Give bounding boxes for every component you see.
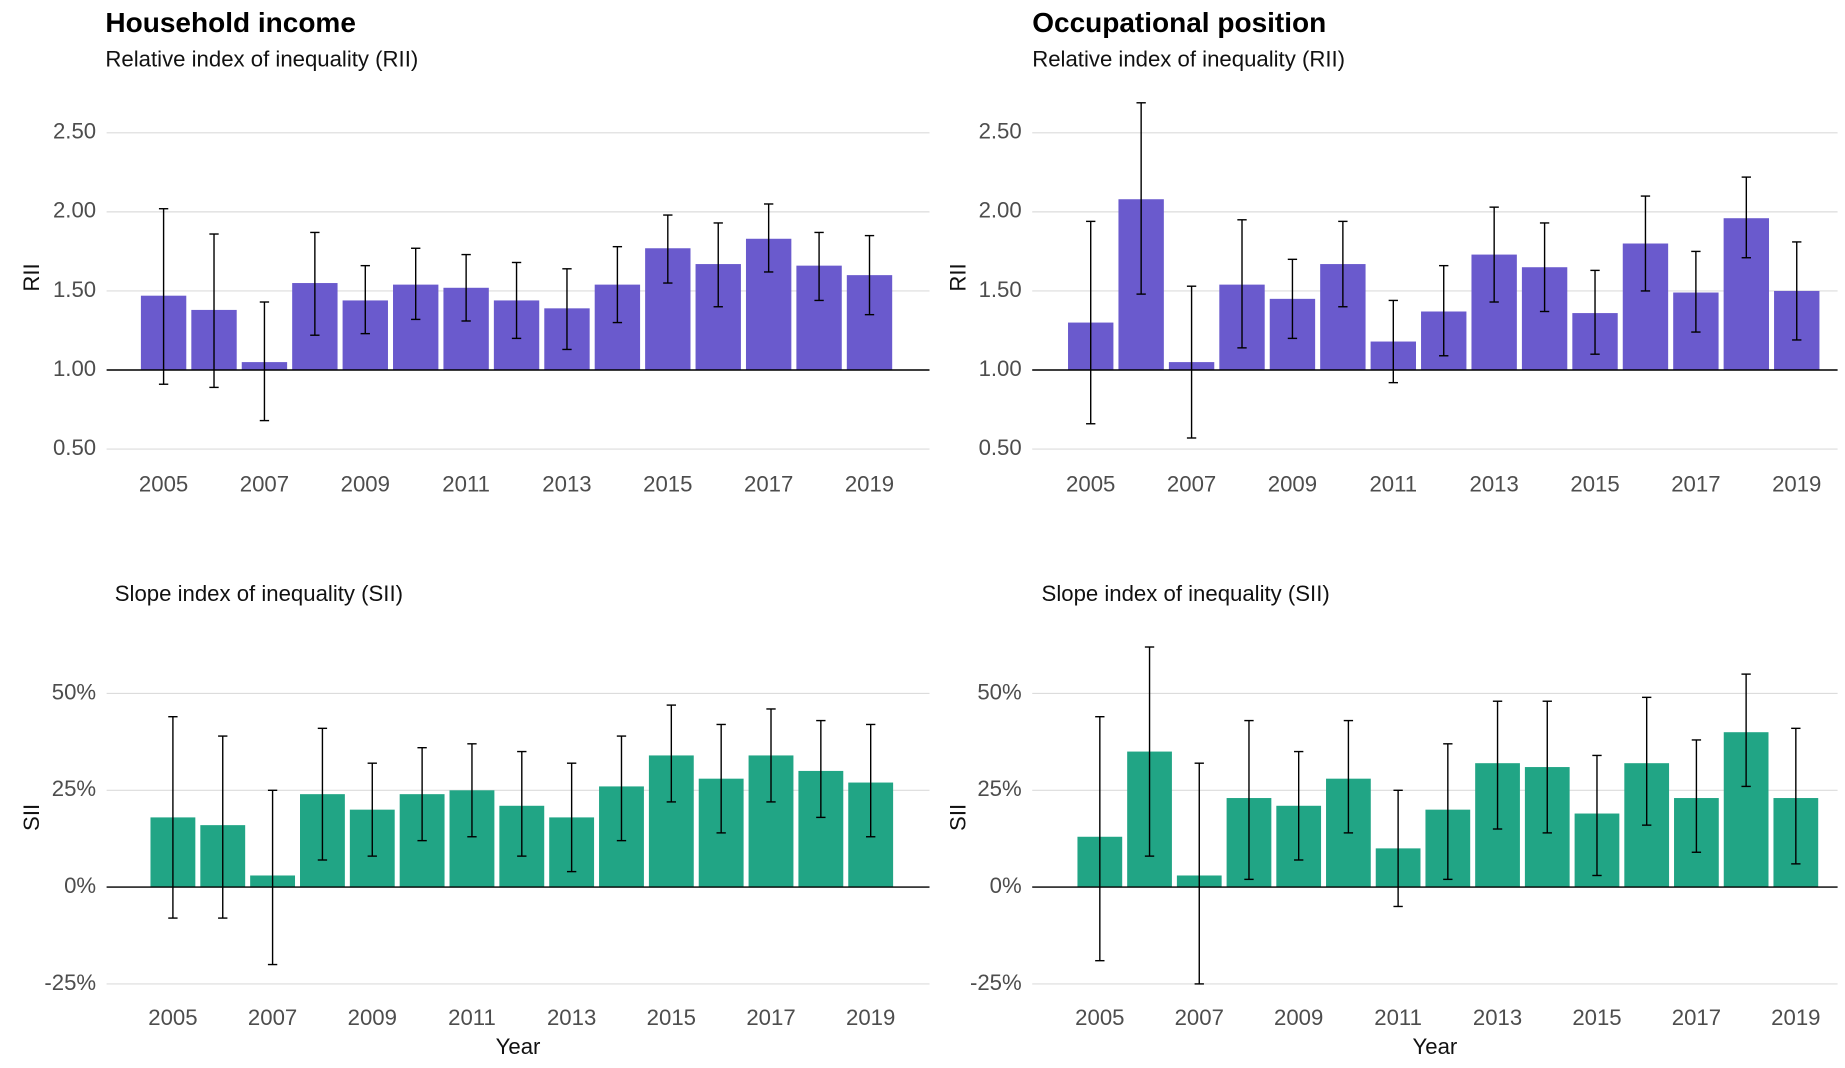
chart-subtitle: Slope index of inequality (SII) <box>1042 581 1330 606</box>
chart-title: Occupational position <box>1032 7 1326 38</box>
y-tick-label: 2.00 <box>979 198 1022 223</box>
x-tick-label: 2019 <box>846 1005 895 1030</box>
x-tick-label: 2009 <box>1274 1005 1323 1030</box>
x-tick-label: 2013 <box>1473 1005 1522 1030</box>
y-tick-label: -25% <box>970 970 1022 995</box>
y-axis-label: SII <box>19 804 44 831</box>
x-tick-label: 2017 <box>744 471 793 496</box>
y-tick-label: 1.50 <box>979 277 1022 302</box>
x-tick-label: 2011 <box>1369 471 1417 496</box>
y-axis-label: SII <box>946 804 971 831</box>
y-axis-label: RII <box>946 263 971 291</box>
y-tick-label: 2.50 <box>53 119 96 144</box>
x-tick-label: 2019 <box>1772 471 1821 496</box>
x-axis-label: Year <box>496 1034 541 1059</box>
x-tick-label: 2015 <box>643 471 692 496</box>
x-tick-label: 2017 <box>1671 471 1720 496</box>
y-tick-label: 1.50 <box>53 277 96 302</box>
x-tick-label: 2015 <box>1570 471 1619 496</box>
x-tick-label: 2019 <box>1771 1005 1820 1030</box>
y-tick-label: -25% <box>44 970 96 995</box>
x-tick-label: 2019 <box>845 471 894 496</box>
y-tick-label: 0% <box>990 873 1022 898</box>
x-tick-label: 2009 <box>348 1005 397 1030</box>
y-tick-label: 2.00 <box>53 198 96 223</box>
x-tick-label: 2017 <box>746 1005 795 1030</box>
x-tick-label: 2009 <box>1268 471 1317 496</box>
y-tick-label: 50% <box>52 679 96 704</box>
x-tick-label: 2011 <box>442 471 490 496</box>
x-tick-label: 2015 <box>647 1005 696 1030</box>
y-tick-label: 0.50 <box>53 435 96 460</box>
x-tick-label: 2005 <box>148 1005 197 1030</box>
x-tick-label: 2013 <box>1470 471 1519 496</box>
y-axis-label: RII <box>19 263 44 291</box>
chart-subtitle: Slope index of inequality (SII) <box>115 581 403 606</box>
x-tick-label: 2007 <box>1167 471 1216 496</box>
x-tick-label: 2007 <box>248 1005 297 1030</box>
chart-subtitle: Relative index of inequality (RII) <box>105 47 418 72</box>
x-tick-label: 2013 <box>547 1005 596 1030</box>
y-tick-label: 0% <box>64 873 96 898</box>
x-tick-label: 2005 <box>1066 471 1115 496</box>
x-tick-label: 2009 <box>341 471 390 496</box>
chart-subtitle: Relative index of inequality (RII) <box>1032 47 1345 72</box>
y-tick-label: 50% <box>977 679 1021 704</box>
y-tick-label: 1.00 <box>979 356 1022 381</box>
x-tick-label: 2011 <box>1374 1005 1422 1030</box>
x-tick-label: 2007 <box>1175 1005 1224 1030</box>
y-tick-label: 0.50 <box>979 435 1022 460</box>
y-tick-label: 25% <box>52 776 96 801</box>
x-tick-label: 2013 <box>542 471 591 496</box>
x-tick-label: 2015 <box>1572 1005 1621 1030</box>
x-tick-label: 2005 <box>139 471 188 496</box>
x-tick-label: 2017 <box>1672 1005 1721 1030</box>
y-tick-label: 2.50 <box>979 119 1022 144</box>
x-tick-label: 2011 <box>448 1005 496 1030</box>
x-tick-label: 2007 <box>240 471 289 496</box>
y-tick-label: 25% <box>977 776 1021 801</box>
y-tick-label: 1.00 <box>53 356 96 381</box>
chart-title: Household income <box>105 7 355 38</box>
x-tick-label: 2005 <box>1075 1005 1124 1030</box>
x-axis-label: Year <box>1413 1034 1458 1059</box>
